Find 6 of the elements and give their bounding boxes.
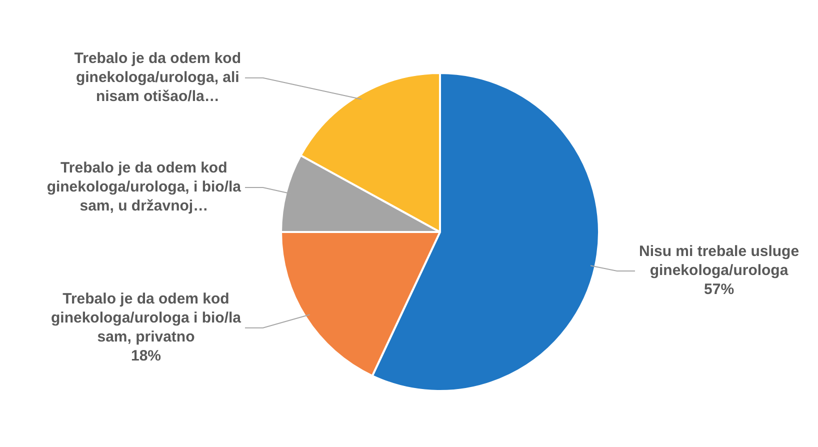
slice-label: Trebalo je da odem kod ginekologa/urologa, ali nisam otišao/la… [74, 50, 242, 106]
data-label: 57% [704, 281, 734, 298]
slice-label: Trebalo je da odem kod ginekologa/urologa, i bio/la sam, u državnoj… [46, 160, 242, 215]
slice-label: Trebalo je da odem kod ginekologa/urologa i bio/la sam, privatno [50, 290, 242, 346]
slice-label: Nisu mi trebale usluge ginekologa/urologa [638, 243, 800, 280]
data-label: 18% [130, 348, 162, 365]
